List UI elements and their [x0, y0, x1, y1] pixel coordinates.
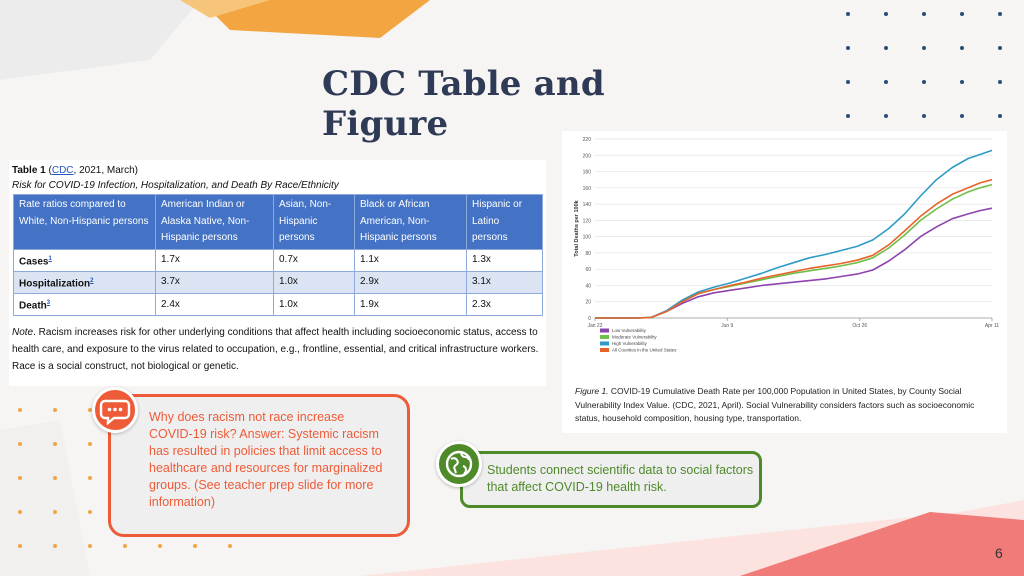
legend-swatch: [600, 335, 609, 339]
x-tick-label: Oct 26: [852, 323, 867, 329]
table-caption-open: (: [48, 165, 52, 176]
y-tick-label: 40: [585, 283, 591, 289]
dot-grid-top-right: [846, 12, 1002, 118]
cdc-table-panel: Table 1 (CDC, 2021, March) Risk for COVI…: [9, 160, 546, 386]
note-text: . Racism increases risk for other underl…: [12, 327, 539, 372]
table-caption-rest: , 2021, March): [73, 165, 138, 176]
row-label-cases: Cases1: [13, 248, 156, 272]
table-cell: 2.9x: [354, 270, 467, 295]
y-axis-title: Total Deaths per 100k: [574, 199, 580, 256]
table-row: Hospitalization2 3.7x 1.0x 2.9x 3.1x: [13, 270, 543, 295]
slide-title: CDC Table and Figure: [322, 64, 605, 144]
table-cell: 1.0x: [273, 293, 355, 317]
series-line: [595, 183, 993, 319]
table-caption-label: Table 1: [12, 165, 46, 176]
header-hispanic: Hispanic or Latino persons: [466, 194, 543, 250]
table-cell: 3.1x: [466, 270, 543, 295]
x-tick-label: Jun 9: [721, 323, 733, 329]
table-cell: 2.4x: [155, 293, 274, 317]
table-cell: 2.3x: [466, 293, 543, 317]
table-cell: 0.7x: [273, 248, 355, 272]
table-cell: 1.3x: [466, 248, 543, 272]
table-note: Note. Racism increases risk for other un…: [12, 324, 542, 375]
header-american-indian: American Indian or Alaska Native, Non-Hi…: [155, 194, 274, 250]
table-cell: 3.7x: [155, 270, 274, 295]
legend-swatch: [600, 328, 609, 333]
header-black: Black or African American, Non-Hispanic …: [354, 194, 467, 250]
rate-ratio-table: Rate ratios compared to White, Non-Hispa…: [13, 194, 543, 317]
y-tick-label: 120: [583, 218, 592, 224]
header-rate-ratios: Rate ratios compared to White, Non-Hispa…: [13, 194, 156, 250]
row-label-death: Death3: [13, 293, 156, 317]
y-tick-label: 80: [585, 251, 591, 257]
table-row: Cases1 1.7x 0.7x 1.1x 1.3x: [13, 248, 543, 272]
legend-swatch: [600, 341, 609, 346]
x-tick-label: Jan 22: [587, 323, 602, 329]
table-subtitle: Risk for COVID-19 Infection, Hospitaliza…: [12, 180, 339, 191]
figure-caption-text: COVID-19 Cumulative Death Rate per 100,0…: [575, 386, 975, 423]
header-asian: Asian, Non-Hispanic persons: [273, 194, 355, 250]
legend-swatch: [600, 348, 609, 352]
series-line: [595, 178, 993, 319]
death-rate-line-chart: 0 20 40 60 80 100 120 140 160 180 200 220 Jan 22 Jun …: [574, 137, 1000, 353]
chat-bubble-icon: [92, 387, 138, 433]
learning-objective-text: Students connect scientific data to soci…: [487, 463, 754, 494]
table-caption: Table 1 (CDC, 2021, March): [12, 165, 138, 176]
learning-objective-callout: Students connect scientific data to soci…: [460, 451, 762, 508]
y-tick-label: 160: [583, 186, 592, 192]
globe-icon: [436, 441, 482, 487]
y-tick-label: 140: [583, 202, 592, 208]
table-row: Death3 2.4x 1.0x 1.9x 2.3x: [13, 293, 543, 317]
y-tick-label: 220: [583, 137, 592, 143]
footnote-link[interactable]: 2: [90, 277, 94, 284]
legend-entry: All Counties in the United States: [612, 348, 677, 353]
legend-entry: Low Vulnerability: [612, 328, 647, 333]
y-tick-label: 0: [588, 316, 591, 322]
footnote-link[interactable]: 1: [48, 255, 52, 262]
cdc-link[interactable]: CDC: [51, 165, 74, 176]
series-line: [595, 149, 993, 319]
y-tick-label: 20: [585, 300, 591, 306]
y-tick-label: 60: [585, 267, 591, 273]
note-label: Note: [12, 327, 34, 338]
legend-entry: High Vulnerability: [612, 341, 648, 346]
table-cell: 1.9x: [354, 293, 467, 317]
table-cell: 1.7x: [155, 248, 274, 272]
legend-entry: Moderate Vulnerability: [612, 335, 657, 340]
figure-caption-label: Figure 1.: [575, 386, 609, 396]
figure-caption: Figure 1. COVID-19 Cumulative Death Rate…: [575, 385, 1000, 426]
y-tick-label: 100: [583, 235, 592, 241]
table-header-row: Rate ratios compared to White, Non-Hispa…: [13, 194, 543, 250]
y-tick-label: 180: [583, 170, 592, 176]
row-label-hospitalization: Hospitalization2: [13, 270, 156, 295]
x-tick-label: Apr 11: [985, 323, 1000, 329]
page-number: 6: [995, 545, 1003, 561]
footnote-link[interactable]: 3: [46, 300, 51, 307]
table-cell: 1.0x: [273, 270, 355, 295]
question-callout-text: Why does racism not race increase COVID-…: [149, 410, 383, 509]
y-tick-label: 200: [583, 153, 592, 159]
cdc-figure-panel: 0 20 40 60 80 100 120 140 160 180 200 220 Jan 22 Jun …: [562, 131, 1007, 433]
table-cell: 1.1x: [354, 248, 467, 272]
question-callout: Why does racism not race increase COVID-…: [108, 394, 410, 537]
